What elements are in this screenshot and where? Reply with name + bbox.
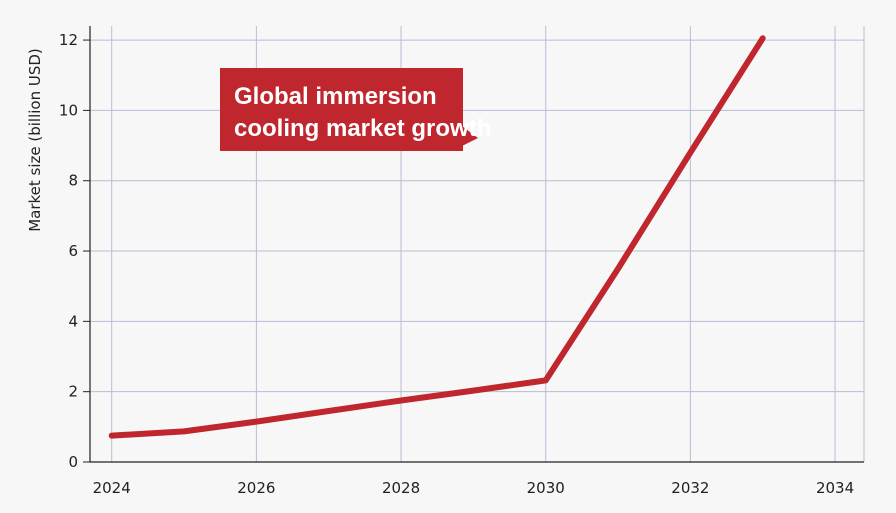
axis-layer	[83, 26, 864, 463]
y-tick-label: 4	[68, 312, 78, 330]
series-layer	[108, 35, 766, 439]
callout-line-1: Global immersion	[234, 83, 437, 110]
y-tick-label: 10	[59, 101, 78, 119]
x-tick-label: 2024	[93, 479, 131, 497]
grid-layer	[90, 26, 865, 462]
y-tick-label: 8	[68, 172, 78, 190]
x-tick-label: 2028	[382, 479, 420, 497]
x-tick-label: 2026	[237, 479, 275, 497]
y-tick-label: 6	[68, 242, 78, 260]
callout-box	[220, 68, 463, 151]
series-line	[108, 35, 766, 439]
callout-line-2: cooling market growth	[234, 115, 491, 142]
x-tick-label: 2030	[527, 479, 565, 497]
callout-tail	[462, 126, 478, 146]
y-tick-label: 12	[59, 31, 78, 49]
x-tick-label: 2032	[671, 479, 709, 497]
annotation-callout: Global immersion cooling market growth	[220, 68, 491, 151]
y-tick-label: 0	[68, 453, 78, 471]
x-tick-label: 2034	[816, 479, 854, 497]
y-tick-label: 2	[68, 383, 78, 401]
tick-label-layer: 0 2 4 6 8 10 12 2024 2026 2028 2030 2032 2034	[59, 31, 854, 497]
y-axis-title: Market size (billion USD)	[26, 48, 44, 232]
